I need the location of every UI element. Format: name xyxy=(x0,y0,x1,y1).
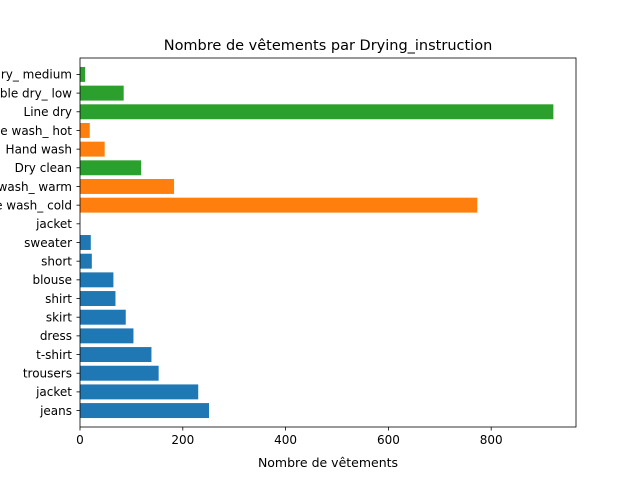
y-tick-label: t-shirt xyxy=(36,348,72,362)
bar xyxy=(80,291,116,306)
x-tick-label: 200 xyxy=(171,433,194,447)
x-axis-label: Nombre de vêtements xyxy=(258,455,398,470)
bar xyxy=(80,141,105,157)
y-tick-label: Hand wash xyxy=(6,142,72,156)
y-tick-label: Dry clean xyxy=(15,161,72,175)
y-tick-label: jacket xyxy=(35,217,72,231)
axes-frame xyxy=(79,57,577,428)
bar xyxy=(80,347,152,363)
plot-area: jeans jacket trousers t-shirt dress skirt shir… xyxy=(0,57,577,447)
y-tick-label: shirt xyxy=(45,292,72,306)
bar xyxy=(80,328,134,344)
bar xyxy=(80,253,92,269)
x-tick-label: 0 xyxy=(76,433,84,447)
y-tick-label: blouse xyxy=(32,273,72,287)
y-tick-label: jacket xyxy=(35,385,72,399)
y-tick-label: skirt xyxy=(46,310,72,324)
y-tick-label: Machine wash_ hot xyxy=(0,124,72,138)
chart-title: Nombre de vêtements par Drying_instructi… xyxy=(164,38,493,54)
y-tick-label: short xyxy=(41,254,72,268)
y-tick-label: Tumble dry_ medium xyxy=(0,68,72,82)
bar xyxy=(80,104,554,120)
bar xyxy=(80,365,159,381)
bar xyxy=(80,403,210,419)
x-tick-label: 400 xyxy=(274,433,297,447)
x-tick-label: 600 xyxy=(377,433,400,447)
bar xyxy=(80,66,86,82)
y-tick-label: Line dry xyxy=(24,105,72,119)
x-tick-label: 800 xyxy=(480,433,503,447)
bar xyxy=(80,235,91,250)
y-tick-label: Machine wash_ cold xyxy=(0,198,72,212)
bar xyxy=(80,384,199,400)
y-tick-label: dress xyxy=(40,329,72,343)
y-tick-label: Tumble dry_ low xyxy=(0,86,72,100)
bar xyxy=(80,197,478,213)
bar xyxy=(80,160,142,176)
y-tick-label: trousers xyxy=(23,367,72,381)
bar xyxy=(80,179,175,194)
bar xyxy=(80,85,124,101)
bar xyxy=(80,122,90,138)
y-tick-label: Machine wash_ warm xyxy=(0,180,72,194)
y-tick-label: sweater xyxy=(24,236,72,250)
bar xyxy=(80,272,114,288)
y-tick-label: jeans xyxy=(39,404,72,418)
bar xyxy=(80,309,126,325)
